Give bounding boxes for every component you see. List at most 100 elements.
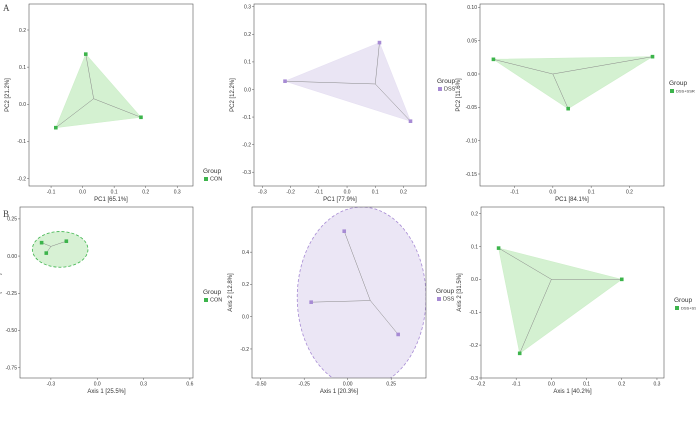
y-tick-label: -0.25 [6,291,18,297]
x-axis-label: Axis 1 [25.5%] [87,389,126,395]
legend-swatch [437,297,441,301]
plot-area [491,54,655,111]
y-tick-label: 0.00 [7,254,17,260]
y-tick-label: -0.2 [17,176,26,182]
y-tick-label: 0.1 [244,60,251,66]
y-axis-label: Axis 2 [12.8%] [228,273,234,312]
x-tick-label: 0.0 [548,382,555,388]
x-tick-label: -0.50 [255,382,267,388]
x-tick-label: 0.0 [94,382,101,388]
x-tick-label: 0.6 [186,382,193,388]
data-point-3 [64,239,69,243]
y-tick-label: -0.50 [6,328,18,334]
data-point-2 [566,106,570,111]
x-tick-label: -0.2 [477,382,486,388]
plot-frame [480,206,665,379]
legend-entry: DSS [443,297,455,303]
data-point-2 [309,300,313,304]
hull-polygon [492,56,654,110]
data-point-1 [83,52,88,56]
x-tick-label: 0.3 [174,190,181,196]
y-axis-label: Axis 2 [31.5%] [457,273,463,312]
chart-panel-4: -0.3 0.0 0.3 0.6 -0.75 -0.50 -0.25 0.00 0.25 Axis… [0,206,222,395]
spider-line-1 [285,80,376,85]
spider-line-1 [498,247,552,280]
x-tick-label: 0.0 [79,190,86,196]
spider-line-3 [50,240,67,247]
legend-entry: CON [210,177,222,183]
x-tick-label: 0.0 [549,190,556,196]
y-axis-label: PC2 [11.6%] [456,78,462,112]
panel-label-a: A [3,3,10,13]
legend-entry: DSS [444,87,456,93]
y-tick-label: 0.2 [244,32,251,38]
data-point-2 [377,40,382,45]
y-axis-label: PC2 [12.2%] [230,78,236,112]
spider-line-3 [93,98,142,118]
spider-line-3 [375,83,411,122]
plot-area [283,40,413,123]
confidence-ellipse [296,207,426,378]
legend-title: Group [203,289,221,296]
spider-line-3 [552,56,653,75]
x-tick-label: 0.25 [386,382,396,388]
x-axis-label: PC1 [65.1%] [94,197,128,203]
y-tick-label: 0.05 [467,38,477,44]
data-point-3 [396,332,400,337]
panel-label-b: B [3,209,9,219]
plot-area [296,207,426,378]
x-tick-label: -0.2 [286,190,295,196]
x-tick-label: 0.0 [344,190,351,196]
y-tick-label: 0.1 [471,244,478,250]
chart-panel-6: -0.2 -0.1 0.0 0.1 0.2 0.3-0.3-0.2-0.10.00.10.… [457,206,696,395]
y-tick-label: -0.1 [242,115,251,121]
y-tick-label: 0.3 [244,5,251,11]
y-tick-label: 0.4 [242,250,249,256]
legend-entry: DSS+SSR [681,306,696,311]
x-tick-label: -0.1 [512,382,521,388]
spider-line-1 [85,54,94,99]
y-tick-label: 0.0 [471,277,478,283]
data-point-1 [342,229,347,233]
x-axis-label: Axis 1 [20.3%] [320,389,359,395]
y-tick-label: 0.2 [471,211,478,217]
y-tick-label: 0.1 [19,65,26,71]
x-tick-label: 0.1 [111,190,118,196]
spider-line-2 [55,98,94,128]
y-tick-label: -0.2 [240,347,249,353]
y-tick-label: 0.0 [242,314,249,320]
data-point-3 [408,119,413,123]
y-tick-label: 0.00 [467,72,477,78]
spider-line-2 [311,300,371,303]
y-tick-label: -0.3 [469,376,478,382]
legend-title: Group [436,288,454,295]
x-tick-label: 0.2 [618,382,625,388]
legend-entry: CON [210,298,222,304]
y-tick-label: -0.15 [466,172,478,178]
y-tick-label: -0.75 [6,365,18,371]
spider-line-3 [370,300,399,335]
legend-swatch [438,87,442,91]
x-tick-label: 0.2 [142,190,149,196]
hull-polygon [55,53,142,129]
confidence-ellipse [31,231,89,268]
data-point-1 [283,79,287,84]
plot-area [54,52,143,130]
chart-group: -0.1 0.0 0.1 0.2 0.3 -0.2 -0.1 0.0 0.1 0.2 PC1 [65… [0,3,696,395]
chart-panel-1: -0.1 0.0 0.1 0.2 0.3 -0.2 -0.1 0.0 0.1 0.2 PC1 [65… [5,3,222,203]
x-tick-label: 0.2 [626,190,633,196]
spider-line-1 [493,59,553,75]
data-point-1 [496,246,501,250]
x-axis-label: PC1 [84.1%] [555,197,589,203]
y-tick-label: 0.2 [242,282,249,288]
y-tick-label: 0.25 [7,217,17,223]
plot-frame [479,3,665,187]
legend-swatch [204,177,208,181]
spider-line-1 [343,231,371,301]
x-tick-label: -0.3 [47,382,56,388]
y-tick-label: -0.2 [469,343,478,349]
plot-area [31,231,89,268]
y-axis-label: PC2 [21.2%] [5,78,11,112]
x-tick-label: 0.3 [140,382,147,388]
